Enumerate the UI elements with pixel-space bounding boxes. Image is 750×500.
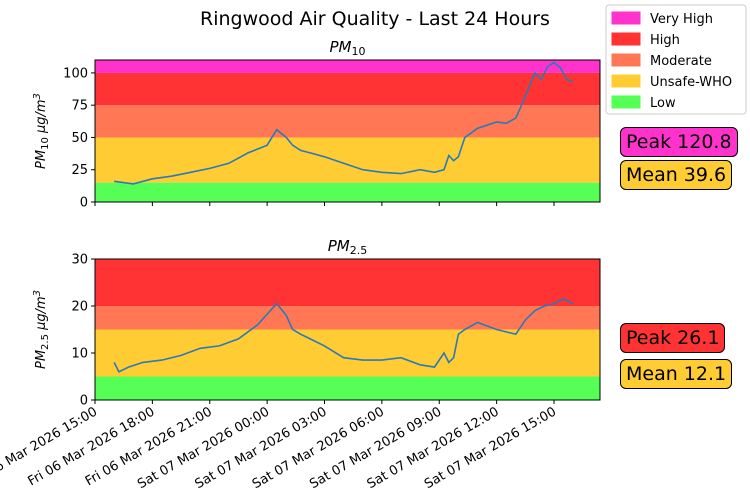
legend-label: Very High: [650, 12, 713, 27]
subplot-title: PM10: [330, 38, 366, 58]
chart-title: Ringwood Air Quality - Last 24 Hours: [200, 8, 550, 30]
legend-swatch: [611, 11, 641, 25]
y-tick-label: 100: [63, 66, 88, 81]
pm25-peak-badge: Peak 26.1: [620, 323, 726, 353]
legend-swatch: [611, 74, 641, 88]
aqi-band: [95, 259, 600, 306]
subplot-title: PM2.5: [328, 237, 368, 257]
y-tick-label: 50: [71, 131, 88, 146]
aqi-band: [95, 306, 600, 330]
aqi-band: [95, 182, 600, 202]
y-tick-label: 20: [71, 300, 88, 315]
legend-swatch: [611, 95, 641, 109]
legend-label: High: [650, 33, 680, 48]
y-axis-label: PM10 μg/m3: [32, 93, 51, 169]
y-axis-label: PM2.5 μg/m3: [32, 290, 51, 369]
aqi-band: [95, 329, 600, 377]
pm10-panel: 0 25 50 75 100 PM10 PM10 μg/m3: [32, 38, 601, 211]
aqi-band: [95, 105, 600, 138]
y-tick-label: 75: [71, 99, 88, 114]
pm25-mean-badge: Mean 12.1: [620, 359, 733, 389]
y-tick-label: 10: [71, 347, 88, 362]
plot-frame: [94, 59, 601, 203]
y-tick-label: 25: [71, 163, 88, 178]
aqi-band: [95, 376, 600, 400]
legend-swatch: [611, 53, 641, 67]
y-tick-label: 30: [71, 253, 88, 268]
aqi-band: [95, 72, 600, 106]
pm25-panel: 0 10 20 30 PM2.5 PM2.5 μg/m3: [32, 237, 601, 409]
pm10-mean-badge: Mean 39.6: [620, 160, 733, 190]
plot-frame: [94, 258, 601, 401]
legend: Very High High Moderate Unsafe-WHO Low: [605, 4, 747, 115]
legend-label: Moderate: [650, 54, 712, 69]
aqi-band: [95, 60, 600, 73]
legend-label: Unsafe-WHO: [650, 75, 732, 90]
legend-swatch: [611, 32, 641, 46]
series-line: [113, 61, 574, 185]
y-tick-label: 0: [80, 394, 88, 409]
legend-label: Low: [650, 96, 676, 111]
legend-frame: [605, 4, 747, 115]
pm10-peak-badge: Peak 120.8: [620, 127, 738, 157]
y-tick-label: 0: [80, 196, 88, 211]
series-line: [113, 298, 574, 373]
